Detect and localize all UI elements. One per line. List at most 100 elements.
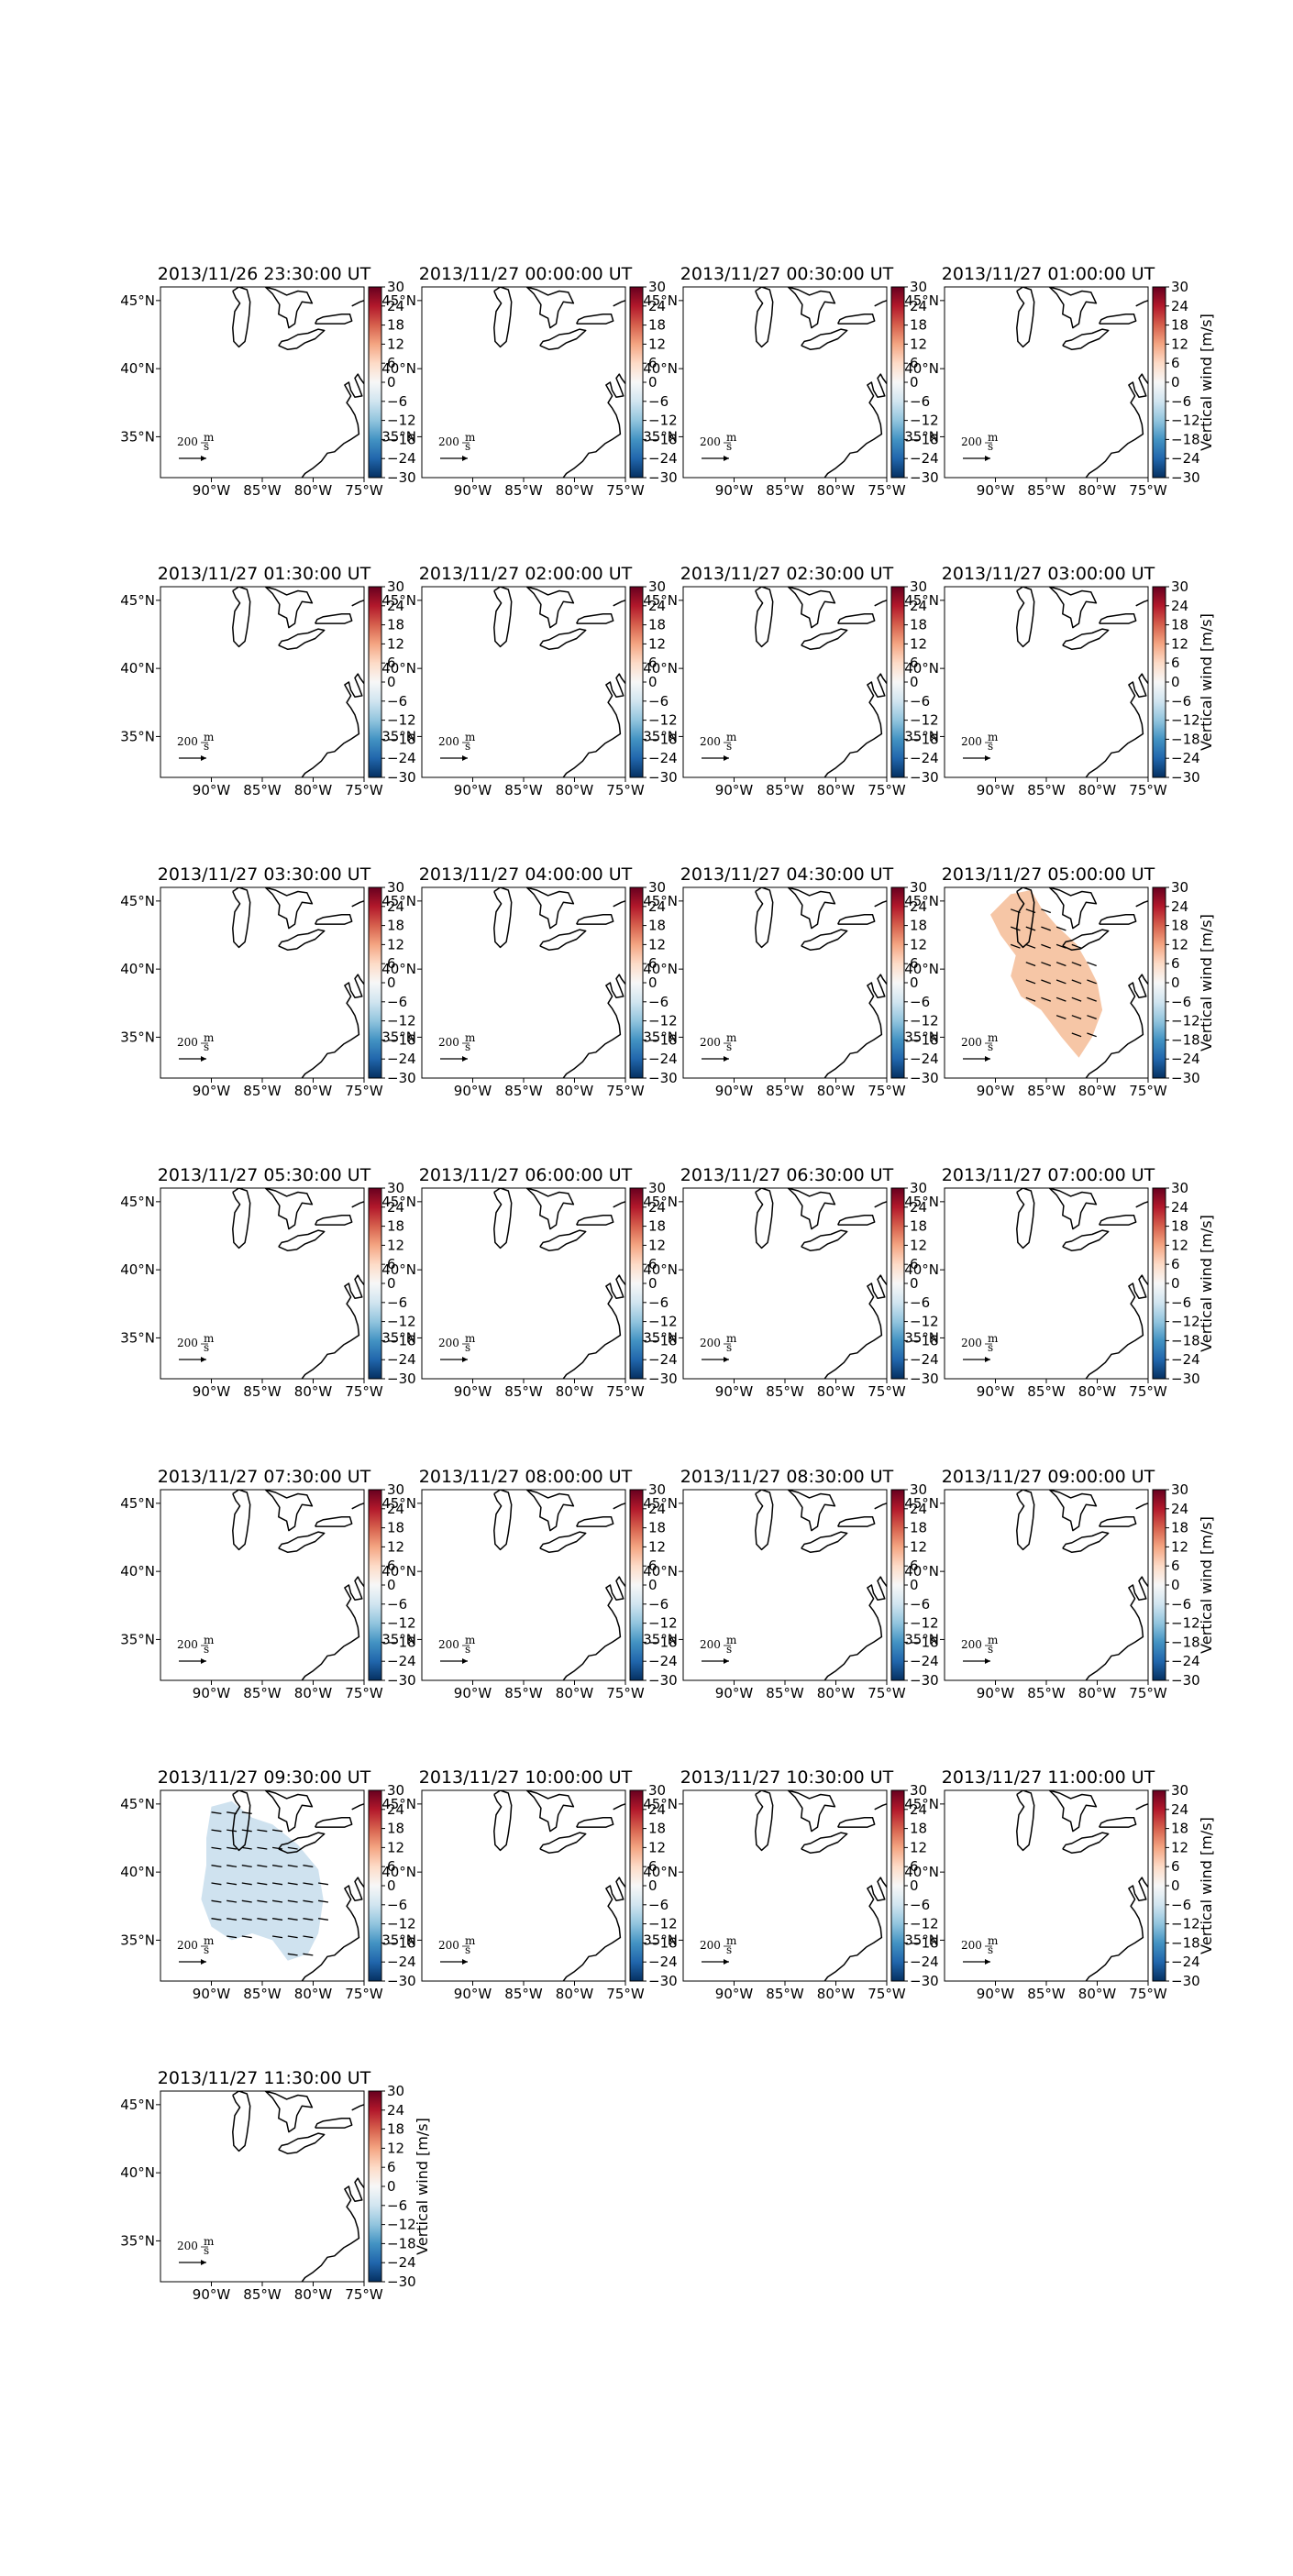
colorbar-tick-label: −6 [910, 693, 930, 710]
x-tick-label: 85°W [1027, 1083, 1066, 1099]
x-tick-label: 90°W [454, 1685, 492, 1701]
colorbar-tick-label: 12 [1171, 1237, 1188, 1253]
coastline [801, 328, 848, 351]
wind-vector [227, 1846, 238, 1850]
colorbar-tick-label: 24 [1171, 1501, 1188, 1517]
coastline [613, 1201, 625, 1208]
y-tick-label: 35°N [120, 1029, 155, 1045]
panel-title: 2013/11/27 05:30:00 UT [158, 1165, 371, 1185]
colorbar-tick-label: 6 [648, 1256, 658, 1272]
ref-arrow-label: 200 [961, 1036, 982, 1049]
y-tick-label: 40°N [120, 2164, 155, 2181]
x-tick-label: 80°W [294, 1685, 333, 1701]
coastline [562, 1567, 625, 1680]
colorbar-tick-label: 18 [910, 617, 927, 633]
colorbar-tick-label: 6 [387, 655, 396, 671]
colorbar-tick-label: 0 [387, 1877, 396, 1894]
ref-arrow-unit: m [465, 731, 476, 743]
x-tick-label: 90°W [454, 1986, 492, 2002]
panel-title: 2013/11/27 08:00:00 UT [419, 1467, 633, 1487]
colorbar [1152, 1489, 1166, 1681]
colorbar-tick-label: −30 [648, 769, 678, 786]
colorbar-tick-label: 24 [1171, 1801, 1188, 1818]
colorbar-tick-label: −24 [648, 1954, 678, 1970]
colorbar-tick-label: −12 [648, 413, 678, 429]
colorbar-tick-label: −30 [1171, 1672, 1200, 1689]
y-tick-label: 45°N [120, 893, 155, 909]
x-tick-label: 75°W [345, 1685, 383, 1701]
colorbar-tick-label: 12 [910, 1538, 927, 1555]
colorbar-tick-label: −18 [910, 431, 939, 447]
coastline [1016, 1188, 1035, 1249]
coastline [755, 887, 774, 949]
coastline [874, 1803, 887, 1811]
map-panel: 2013/11/27 01:00:00 UT 200 ms 90°W 85°W 80°W 7… [904, 264, 1215, 499]
coastline [562, 1265, 625, 1379]
colorbar [890, 1789, 905, 1982]
colorbar-tick-label: 12 [1171, 635, 1188, 652]
colorbar-tick-label: 18 [1171, 1218, 1188, 1235]
x-tick-label: 75°W [606, 1685, 645, 1701]
ref-arrow-label: 200 [177, 1036, 198, 1049]
colorbar-tick-label: 6 [1171, 355, 1180, 371]
colorbar-tick-label: −30 [648, 1371, 678, 1387]
coastline [278, 929, 326, 952]
colorbar-tick-label: 6 [387, 2159, 396, 2175]
x-tick-label: 80°W [556, 1986, 594, 2002]
colorbar-tick-label: −30 [648, 1070, 678, 1086]
colorbar-tick-label: 30 [648, 1782, 666, 1799]
x-tick-label: 75°W [868, 1083, 906, 1099]
ref-arrow-unit: m [204, 1634, 215, 1646]
colorbar-label: Vertical wind [m/s] [1198, 1516, 1215, 1654]
colorbar-tick-label: −12 [910, 1615, 939, 1632]
wind-vector [287, 1899, 298, 1903]
coastline [315, 913, 353, 925]
colorbar-tick-label: 30 [387, 1782, 404, 1799]
wind-vector [271, 1865, 283, 1868]
colorbar-tick-label: −18 [1171, 731, 1200, 747]
x-tick-label: 80°W [556, 482, 594, 499]
ref-arrow-unit: s [726, 1643, 732, 1656]
ref-arrow-unit: m [988, 1934, 999, 1947]
x-tick-label: 80°W [817, 1083, 856, 1099]
x-tick-label: 75°W [606, 1986, 645, 2002]
wind-vector [1025, 979, 1036, 985]
colorbar-tick-label: 0 [1171, 374, 1180, 391]
coastline [351, 900, 364, 908]
y-tick-label: 40°N [904, 660, 939, 677]
ref-arrow-unit: s [204, 1040, 209, 1053]
y-tick-label: 40°N [643, 660, 678, 677]
wind-vector [1055, 943, 1066, 949]
coastline [562, 964, 625, 1078]
coastline [351, 2104, 364, 2111]
colorbar-tick-label: −30 [387, 1070, 416, 1086]
colorbar-tick-label: 12 [910, 1839, 927, 1855]
colorbar-tick-label: −24 [910, 1954, 939, 1970]
colorbar-tick-label: −24 [910, 750, 939, 766]
coastline [1048, 587, 1098, 629]
x-tick-label: 80°W [817, 482, 856, 499]
coastline [301, 2168, 364, 2282]
x-tick-label: 75°W [606, 782, 645, 798]
ref-arrow-unit: m [204, 1332, 215, 1345]
coastline [232, 2091, 251, 2152]
x-tick-label: 90°W [715, 1083, 754, 1099]
ref-arrow-unit: s [204, 2244, 209, 2257]
coastline [837, 1816, 876, 1828]
colorbar-tick-label: −30 [1171, 1973, 1200, 1989]
colorbar-tick-label: 12 [1171, 336, 1188, 352]
map-panel: 2013/11/27 08:00:00 UT 200 ms 90°W 85°W 80°W 7… [381, 1467, 677, 1701]
x-tick-label: 85°W [1027, 1685, 1066, 1701]
coastline [1048, 1490, 1098, 1532]
x-tick-label: 80°W [1078, 1986, 1117, 2002]
coastline [1062, 628, 1110, 651]
colorbar-tick-label: 24 [648, 298, 666, 314]
coastline [787, 1790, 836, 1833]
coastline [525, 1188, 575, 1230]
coastline [1048, 287, 1098, 329]
coastline [787, 887, 836, 930]
ref-arrow-head [985, 1959, 990, 1965]
colorbar [890, 886, 905, 1079]
ref-arrow-unit: s [726, 1040, 732, 1053]
